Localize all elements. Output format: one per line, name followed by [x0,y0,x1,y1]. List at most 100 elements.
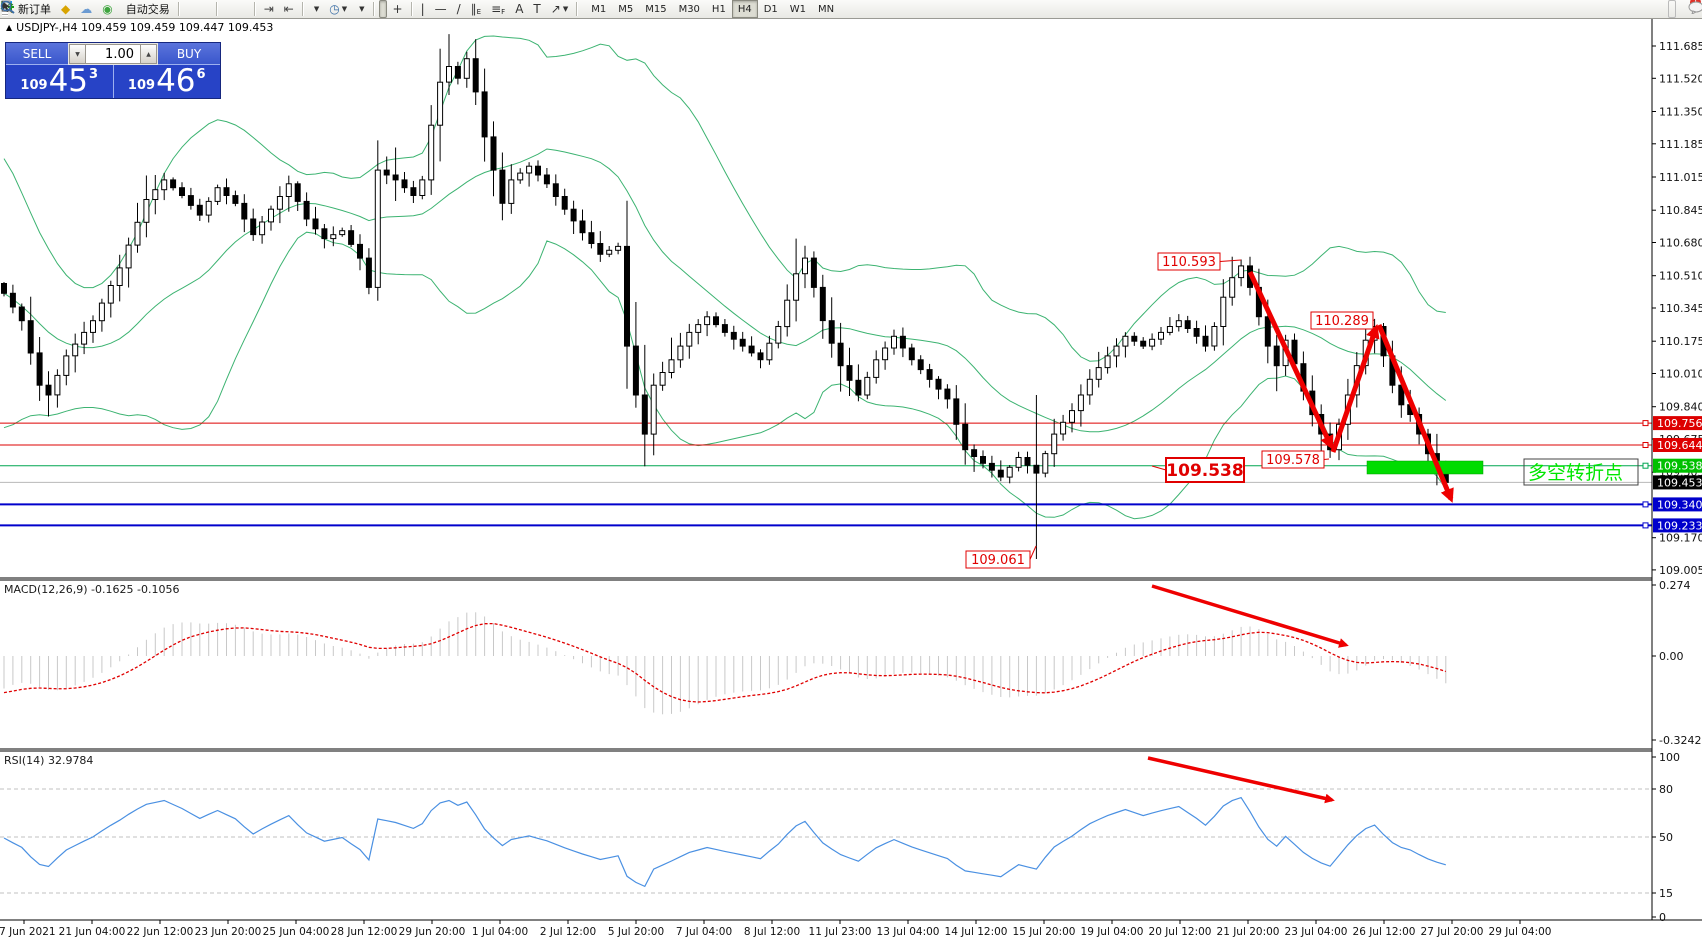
svg-text:5 Jul 20:00: 5 Jul 20:00 [608,926,664,938]
price-axis[interactable]: 111.685 111.520 111.350 111.185 111.015 110.8… [1651,17,1702,924]
icon-subscript: F [501,7,506,16]
period-dropdown: ◷ [329,2,340,16]
new-chart-dropdown[interactable]: ▼ [1,0,323,18]
ask-pip: 6 [196,67,206,82]
trend-arrows[interactable] [1247,270,1454,503]
chart-background [0,17,1702,938]
notifications-button[interactable]: 1 [1687,0,1702,18]
timeframe-h4-button[interactable]: H4 [731,0,758,18]
chevron-down-icon: ▼ [313,5,320,13]
hline-handle[interactable] [1642,501,1649,508]
svg-text:110.845: 110.845 [1659,204,1702,217]
bid-main: 45 [48,63,89,99]
horizontal-line-icon[interactable]: — [431,0,451,18]
tile-windows-icon[interactable] [1,0,250,18]
svg-text:25 Jun 04:00: 25 Jun 04:00 [263,926,330,938]
signals-icon[interactable]: ◉ [98,0,116,18]
styler-icon[interactable]: ◆ [57,0,74,18]
timeframe-m30-button[interactable]: M30 [678,3,700,15]
volume-up-button[interactable]: ▲ [140,44,157,64]
svg-text:109.453: 109.453 [1657,476,1702,489]
svg-text:15: 15 [1659,887,1673,900]
svg-text:109.061: 109.061 [971,553,1025,568]
rsi-line [3,796,1446,888]
period-dropdown[interactable]: ◷ ▼ [325,0,351,18]
price-tag-109.538[interactable]: 109.538 [1151,457,1245,483]
styler-icon: ◆ [61,2,71,16]
zoom-out-icon[interactable] [1,0,240,18]
chart-shift-icon: ⇤ [283,2,294,16]
autotrading-button[interactable]: 自动交易 [1,0,174,18]
volume-input[interactable]: 1.00 [86,44,140,64]
toolbar: 新订单 ◆ ☁ ◉ 自动交易 ⇥ ⇤ ▼ ◷ ▼ ▼ + | — / ∥ E ≡ F A T ↗ ▼ M1 M5 M15 M30 H1… [0,0,1702,19]
cursor-icon[interactable] [2,0,387,18]
svg-text:21 Jun 04:00: 21 Jun 04:00 [59,926,126,938]
rsi-arrow[interactable] [1147,756,1335,804]
svg-text:11 Jul 23:00: 11 Jul 23:00 [809,926,872,938]
svg-text:19 Jul 04:00: 19 Jul 04:00 [1081,926,1144,938]
timeframe-mn-button[interactable]: MN [818,3,835,15]
bid-price[interactable]: 109 45 3 [6,65,114,98]
search-button[interactable] [0,0,1676,18]
one-click-trade-widget: SELL ▼ 1.00 ▲ BUY 109 45 3 109 46 6 [5,42,221,99]
buy-button[interactable]: BUY [158,43,220,65]
svg-text:109.644: 109.644 [1657,439,1702,452]
timeframe-d1-button[interactable]: D1 [763,3,778,15]
crosshair-icon[interactable]: + [389,0,407,18]
equidistant-channel-icon[interactable]: ∥ E [467,0,485,18]
hline-handle[interactable] [1642,420,1649,427]
fibonacci-icon[interactable]: ≡ F [487,0,509,18]
price-tag-110.593[interactable]: 110.593 [1157,252,1242,271]
hline-handle[interactable] [1642,522,1649,529]
svg-text:13 Jul 04:00: 13 Jul 04:00 [877,926,940,938]
svg-text:28 Jun 12:00: 28 Jun 12:00 [331,926,398,938]
hline-handle[interactable] [1642,442,1649,448]
volume-down-button[interactable]: ▼ [69,44,86,64]
svg-text:21 Jul 20:00: 21 Jul 20:00 [1217,926,1280,938]
timeframe-m15-button[interactable]: M15 [645,3,667,15]
arrows-dropdown[interactable]: ↗ ▼ [547,0,572,18]
volume-stepper: ▼ 1.00 ▲ [68,43,158,65]
line-chart-icon[interactable] [0,0,212,18]
timeframe-h1-button[interactable]: H1 [711,3,726,15]
svg-text:111.015: 111.015 [1659,171,1702,184]
timeframe-m1-button[interactable]: M1 [591,3,607,15]
text-label-icon[interactable]: T [529,0,544,18]
template-dropdown[interactable]: ▼ [0,0,368,18]
price-tag-109.061[interactable]: 109.061 [965,545,1037,569]
svg-text:111.520: 111.520 [1659,72,1702,85]
chevron-down-icon: ▼ [341,5,348,13]
text-icon[interactable]: A [511,0,527,18]
trendline-icon[interactable]: / [453,0,465,18]
ask-price[interactable]: 109 46 6 [114,65,221,98]
new-order-button[interactable]: 新订单 [1,0,55,18]
arrows-dropdown: ↗ [550,2,561,16]
svg-text:20 Jul 12:00: 20 Jul 12:00 [1149,926,1212,938]
svg-text:26 Jul 12:00: 26 Jul 12:00 [1353,926,1416,938]
timeframe-w1-button[interactable]: W1 [789,3,807,15]
zoom-in-icon[interactable] [1,0,230,18]
crosshair-icon: + [392,2,403,16]
svg-text:109.840: 109.840 [1659,401,1702,414]
price-tag-109.578[interactable]: 109.578 [1261,450,1330,469]
svg-text:109.538: 109.538 [1166,461,1243,481]
bar-chart-icon[interactable] [1,0,192,18]
community-icon[interactable]: ☁ [76,0,96,18]
sell-button[interactable]: SELL [6,43,68,65]
candlestick-chart-icon[interactable] [1,0,202,18]
vertical-line-icon[interactable]: | [417,0,429,18]
chart-shift-icon[interactable]: ⇤ [280,0,298,18]
svg-text:111.185: 111.185 [1659,138,1702,151]
highlight-rect[interactable] [1366,460,1484,475]
cn-note[interactable]: 多空转折点 [1523,458,1639,486]
svg-text:22 Jun 12:00: 22 Jun 12:00 [127,926,194,938]
timeframe-m5-button[interactable]: M5 [618,3,634,15]
macd-panel [3,612,1447,715]
auto-scroll-icon[interactable]: ⇥ [260,0,278,18]
macd-arrow[interactable] [1151,584,1349,648]
hline-handle[interactable] [1642,462,1649,469]
price-tag-110.289[interactable]: 110.289 [1310,311,1375,330]
text-label-icon: T [533,2,541,16]
